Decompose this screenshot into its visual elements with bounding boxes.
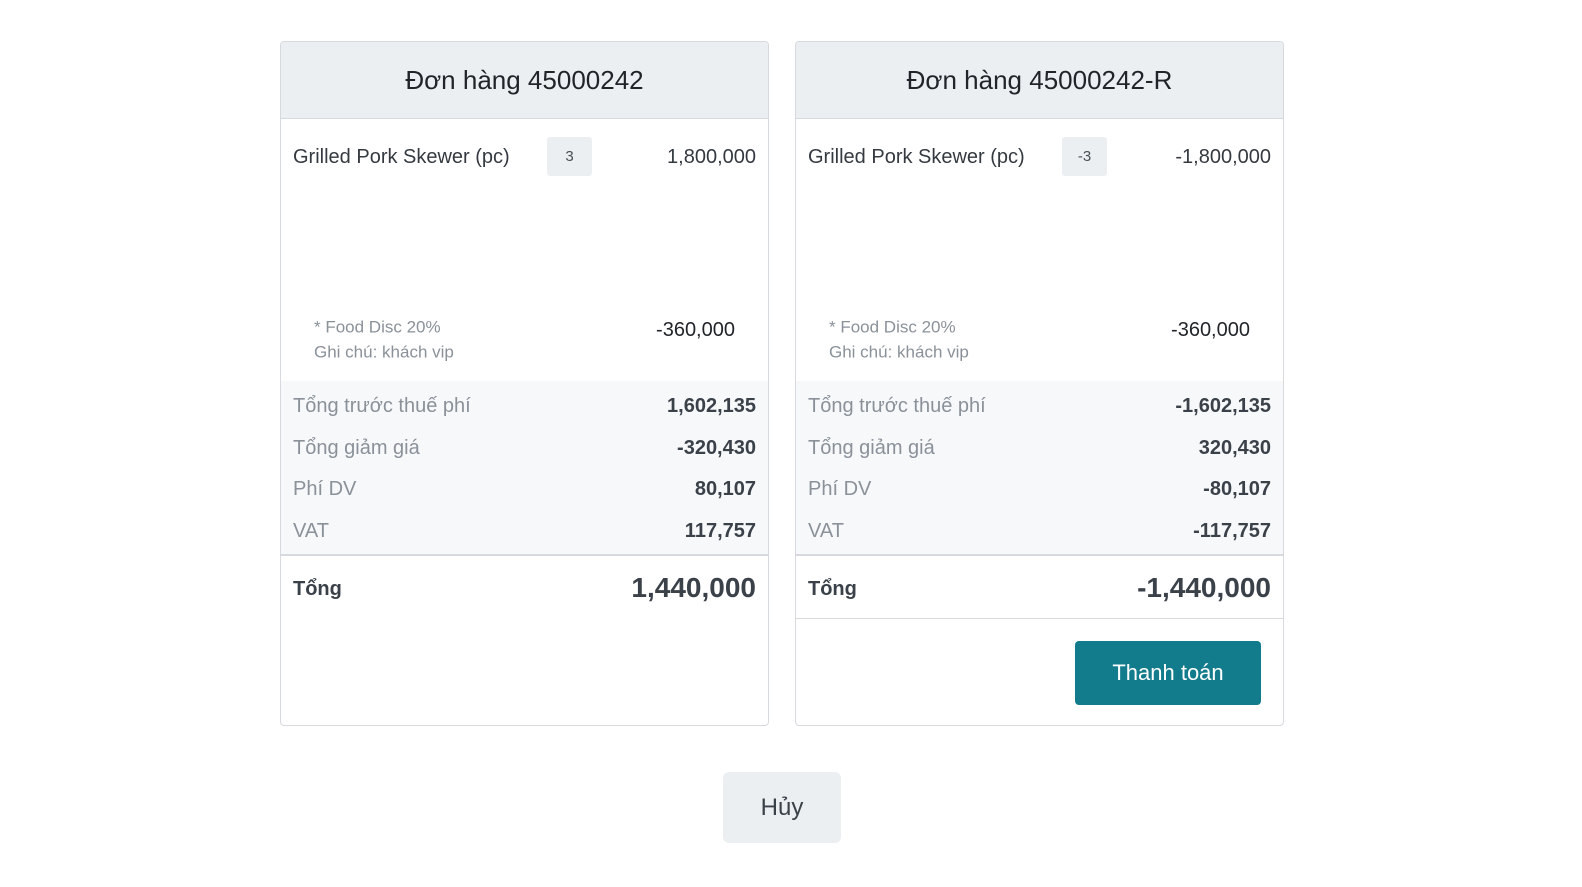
order-card: Đơn hàng 45000242-R Grilled Pork Skewer (… xyxy=(795,41,1284,726)
summary-value: -80,107 xyxy=(1203,478,1271,501)
summary-label: VAT xyxy=(293,520,329,543)
discount-label: * Food Disc 20% xyxy=(314,317,441,337)
summary-label: Phí DV xyxy=(293,478,357,501)
cancel-button[interactable]: Hủy xyxy=(723,772,841,843)
summary-value: -320,430 xyxy=(677,436,756,459)
summary-label: Tổng trước thuế phí xyxy=(293,395,471,417)
summary-label: Tổng giảm giá xyxy=(293,436,420,459)
item-qty: 3 xyxy=(547,137,592,176)
summary: Tổng trước thuế phí -1,602,135 Tổng giảm g… xyxy=(796,381,1283,556)
discount-note: Ghi chú: khách vip xyxy=(314,342,454,362)
summary-value: -1,602,135 xyxy=(1175,395,1271,417)
order-title: Đơn hàng 45000242 xyxy=(281,42,768,119)
summary-value: 320,430 xyxy=(1198,436,1271,459)
summary-label: Tổng trước thuế phí xyxy=(808,395,986,417)
summary-value: -117,757 xyxy=(1193,520,1271,543)
summary-value: 80,107 xyxy=(694,478,756,501)
total-value: 1,440,000 xyxy=(631,572,756,603)
summary-label: Phí DV xyxy=(808,478,872,501)
total-label: Tổng xyxy=(808,578,857,600)
summary-value: 1,602,135 xyxy=(667,395,756,417)
discount-note: Ghi chú: khách vip xyxy=(829,342,969,362)
discount-amount: -360,000 xyxy=(656,319,735,341)
discount-amount: -360,000 xyxy=(1171,319,1250,341)
order-title: Đơn hàng 45000242-R xyxy=(796,42,1283,119)
total-value: -1,440,000 xyxy=(1137,572,1271,603)
separator xyxy=(796,618,1283,619)
item-name: Grilled Pork Skewer (pc) xyxy=(293,146,510,168)
item-amount: 1,800,000 xyxy=(667,146,756,168)
summary-label: Tổng giảm giá xyxy=(808,436,935,459)
order-card: Đơn hàng 45000242 Grilled Pork Skewer (pc… xyxy=(280,41,769,726)
summary-value: 117,757 xyxy=(684,520,756,543)
summary-label: VAT xyxy=(808,520,844,543)
item-amount: -1,800,000 xyxy=(1175,146,1271,168)
total-label: Tổng xyxy=(293,578,342,600)
discount-label: * Food Disc 20% xyxy=(829,317,956,337)
item-name: Grilled Pork Skewer (pc) xyxy=(808,146,1025,168)
pay-button[interactable]: Thanh toán xyxy=(1075,641,1261,705)
summary: Tổng trước thuế phí 1,602,135 Tổng giảm gi… xyxy=(281,381,768,556)
item-qty: -3 xyxy=(1062,137,1107,176)
